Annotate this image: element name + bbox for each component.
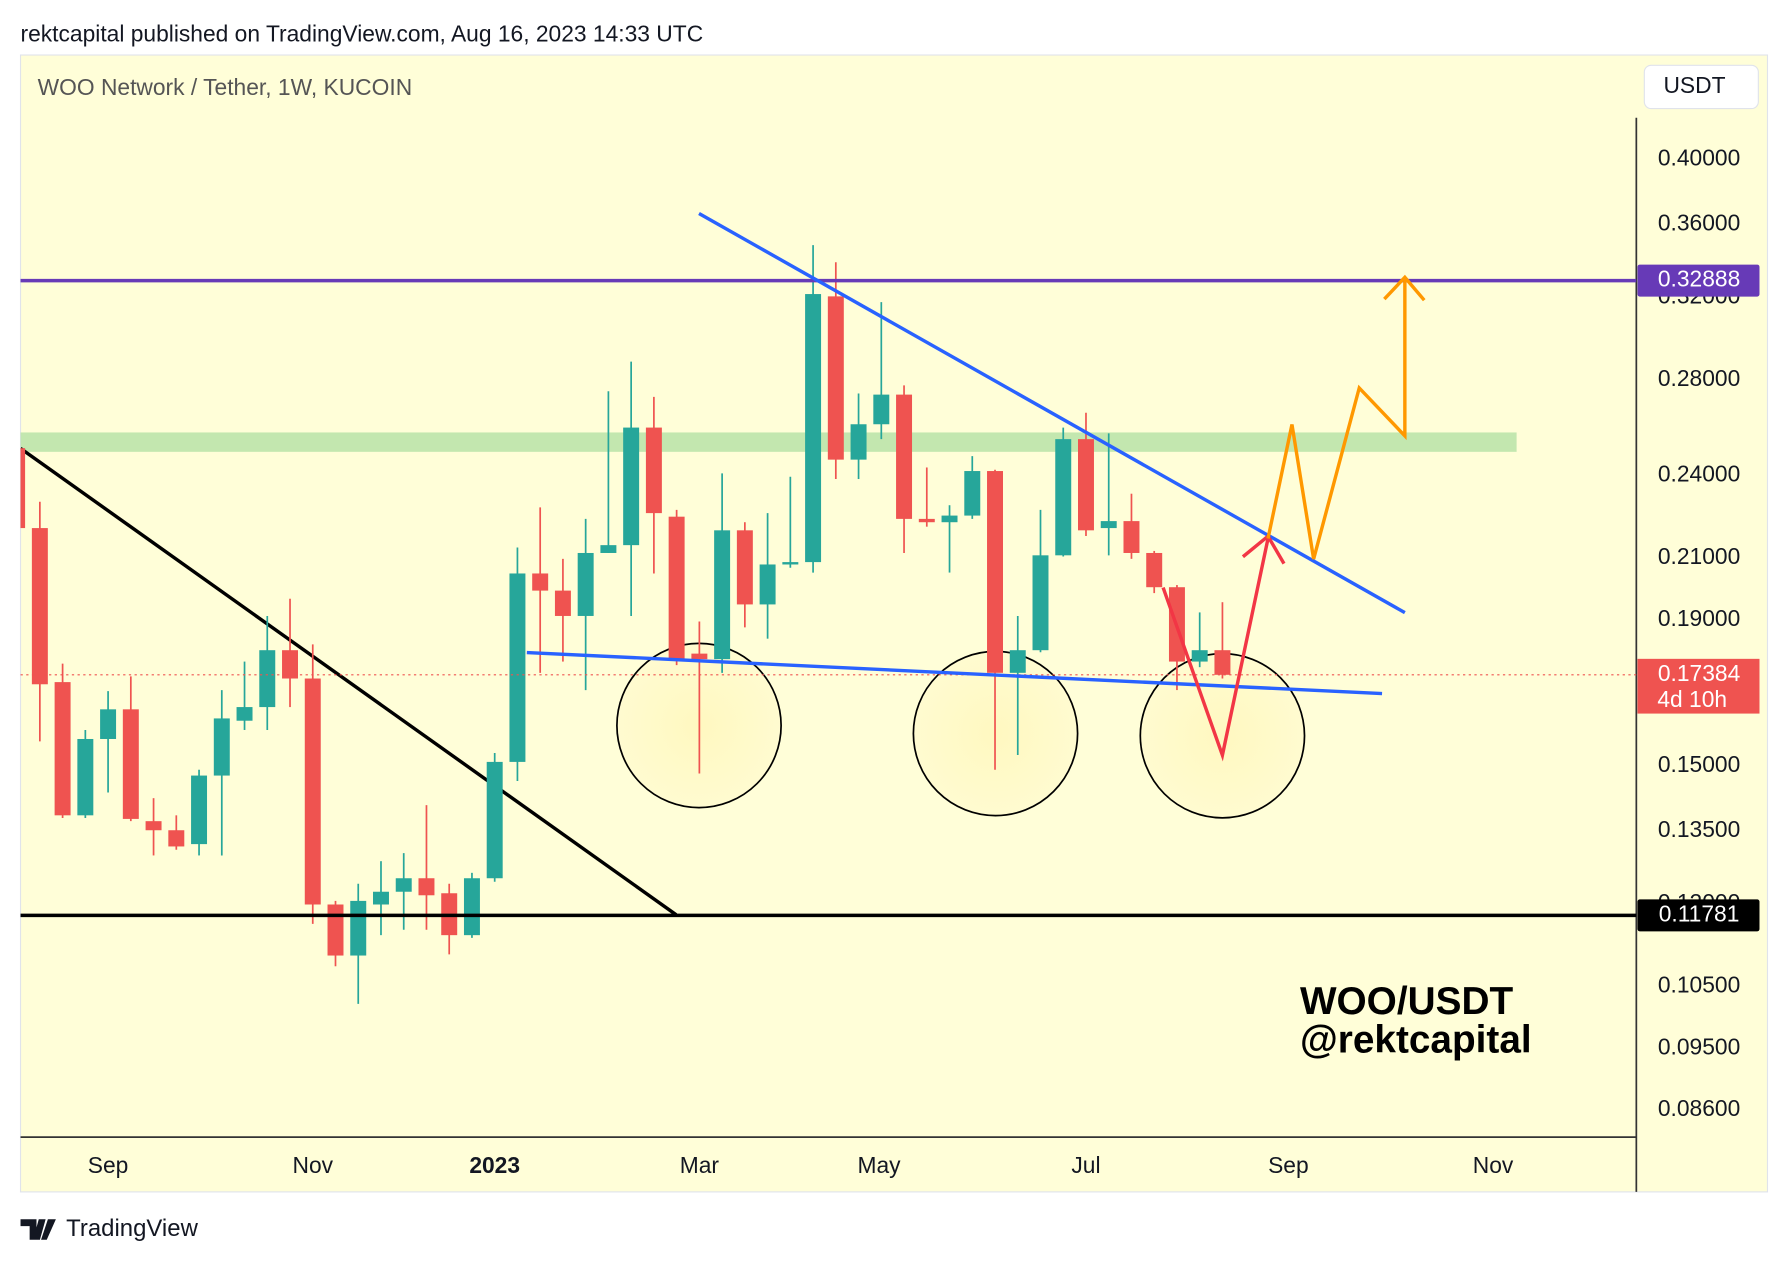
candle-body	[100, 709, 117, 739]
candle-body	[54, 682, 71, 816]
candle-body	[304, 678, 321, 905]
candle-body	[373, 891, 389, 905]
price-line-label: 0.11781	[1659, 900, 1740, 926]
candle-body	[350, 900, 367, 956]
candle-body	[805, 294, 822, 563]
candle-body	[282, 650, 298, 679]
candle-body	[554, 590, 571, 616]
y-tick-label: 0.13500	[1658, 816, 1740, 842]
y-tick-label: 0.40000	[1658, 145, 1740, 171]
y-tick-label: 0.10500	[1658, 972, 1740, 998]
candle-body	[645, 427, 662, 514]
candle-body	[1009, 650, 1026, 673]
y-tick-label: 0.36000	[1658, 210, 1740, 236]
candle-body	[31, 528, 48, 685]
candle-body	[463, 878, 480, 936]
candle-body	[668, 516, 685, 660]
last-price-label: 0.17384	[1658, 660, 1741, 686]
trendline	[698, 212, 1406, 615]
candle-body	[759, 564, 776, 605]
candle-body	[327, 904, 344, 956]
currency-button[interactable]	[1643, 64, 1759, 110]
logo-icon	[20, 1219, 56, 1240]
candle-body	[600, 545, 617, 553]
candle-body	[714, 530, 731, 660]
candle-body	[236, 707, 253, 721]
candle-body	[1123, 521, 1140, 553]
candle-body	[122, 709, 139, 819]
candle-body	[941, 515, 958, 523]
projection-path	[1266, 279, 1407, 560]
chart-title: WOO Network / Tether, 1W, KUCOIN	[38, 74, 413, 100]
brand-logo	[20, 1219, 56, 1240]
candle-body	[418, 878, 435, 896]
trendline	[526, 650, 1383, 696]
y-tick-label: 0.19000	[1658, 605, 1740, 631]
y-tick-label: 0.28000	[1658, 365, 1740, 391]
candle-body	[168, 830, 185, 847]
candle-body	[1100, 521, 1117, 529]
candle-body	[213, 718, 230, 776]
candles	[20, 245, 1637, 1004]
last-price-badge	[1637, 658, 1760, 714]
candle-body	[873, 394, 890, 425]
candle-body	[691, 653, 708, 660]
candle-body	[782, 562, 799, 565]
x-tick-label: May	[857, 1152, 901, 1178]
candle-body	[486, 761, 503, 879]
y-tick-label: 0.08600	[1658, 1095, 1740, 1121]
candle-body	[532, 573, 549, 591]
trendline	[20, 447, 678, 917]
price-line-badge	[1637, 899, 1760, 932]
candle-body	[623, 427, 640, 546]
x-tick-label: Mar	[680, 1152, 720, 1178]
candle-body	[1078, 439, 1094, 531]
candle-body	[850, 424, 867, 460]
candle-body	[827, 296, 844, 460]
candle-body	[509, 573, 526, 762]
candle-body	[259, 650, 276, 708]
candle-body	[896, 394, 913, 519]
candle-body	[20, 448, 26, 529]
candle-body	[964, 471, 981, 516]
candle-body	[145, 821, 162, 831]
candle-body	[77, 738, 94, 816]
candle-body	[1055, 439, 1072, 556]
candle-body	[191, 775, 208, 845]
candle-body	[577, 552, 594, 616]
price-line-badge	[1637, 264, 1760, 297]
candle-body	[736, 530, 753, 605]
footer-brand: TradingView	[66, 1215, 198, 1242]
overlay-drawings	[526, 212, 1426, 762]
y-tick-label: 0.09500	[1658, 1033, 1740, 1059]
candle-body	[1214, 650, 1231, 675]
candle-body	[1032, 555, 1049, 651]
y-tick-label: 0.21000	[1658, 543, 1740, 569]
x-tick-label: Sep	[88, 1152, 129, 1178]
x-tick-label: Nov	[1473, 1152, 1514, 1178]
x-tick-label: Nov	[292, 1152, 333, 1178]
watermark: WOO/USDT	[1300, 980, 1514, 1023]
price-line-label: 0.32888	[1658, 266, 1740, 292]
chart-background	[19, 54, 1769, 1193]
resistance-zone	[20, 432, 1517, 452]
arrow-head	[1383, 274, 1426, 302]
candle-body	[1191, 650, 1208, 662]
countdown-label: 4d 10h	[1657, 686, 1727, 712]
x-tick-label: Jul	[1071, 1152, 1100, 1178]
watermark: @rektcapital	[1300, 1019, 1532, 1062]
x-tick-label: Sep	[1268, 1152, 1309, 1178]
projection-path	[1161, 538, 1270, 762]
candle-body	[1146, 552, 1163, 588]
x-tick-label: 2023	[469, 1152, 520, 1178]
y-tick-label: 0.15000	[1658, 751, 1740, 777]
header: rektcapital published on TradingView.com…	[21, 21, 704, 47]
axes: 0.400000.360000.320000.280000.240000.210…	[88, 145, 1760, 1178]
candle-body	[918, 518, 935, 523]
y-tick-label: 0.24000	[1658, 460, 1740, 486]
candle-body	[987, 471, 1003, 673]
currency-label: USDT	[1663, 72, 1725, 98]
candle-body	[395, 878, 412, 892]
